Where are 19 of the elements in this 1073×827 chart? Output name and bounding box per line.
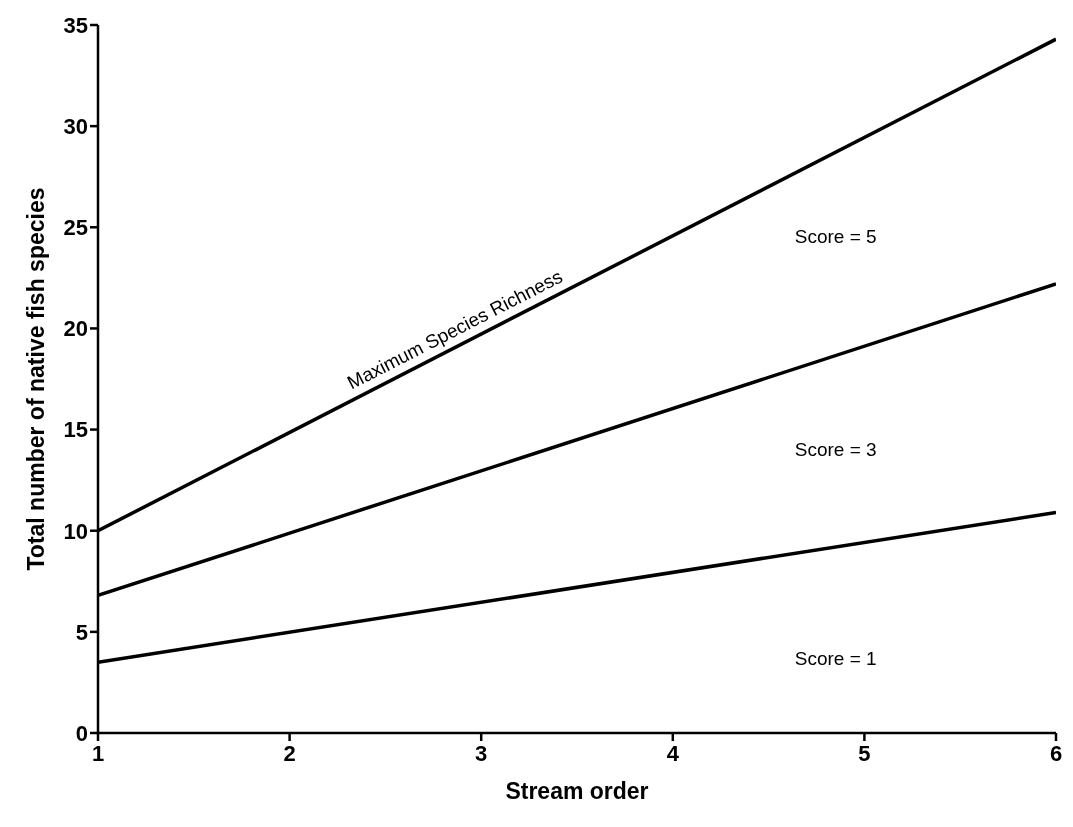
x-tick-label: 2 (283, 740, 296, 766)
x-tick-label: 5 (858, 740, 871, 766)
y-tick-label: 0 (75, 720, 88, 746)
x-tick-label: 4 (666, 740, 680, 766)
y-tick-label: 30 (63, 113, 88, 139)
y-tick-label: 35 (63, 12, 88, 38)
y-tick-label: 15 (63, 417, 88, 443)
y-tick-label: 20 (63, 316, 88, 342)
annotation: Score = 5 (794, 226, 877, 249)
x-tick-label: 3 (475, 740, 488, 766)
y-tick-label: 10 (63, 518, 88, 544)
x-tick-label: 6 (1049, 740, 1063, 766)
annotation: Score = 3 (794, 438, 877, 461)
annotation: Score = 1 (794, 647, 877, 670)
x-axis-title: Stream order (505, 778, 649, 804)
y-tick-label: 5 (75, 619, 88, 645)
y-axis-title: Total number of native fish species (23, 187, 50, 571)
y-tick-label: 25 (63, 215, 88, 241)
x-tick-label: 1 (91, 740, 105, 766)
